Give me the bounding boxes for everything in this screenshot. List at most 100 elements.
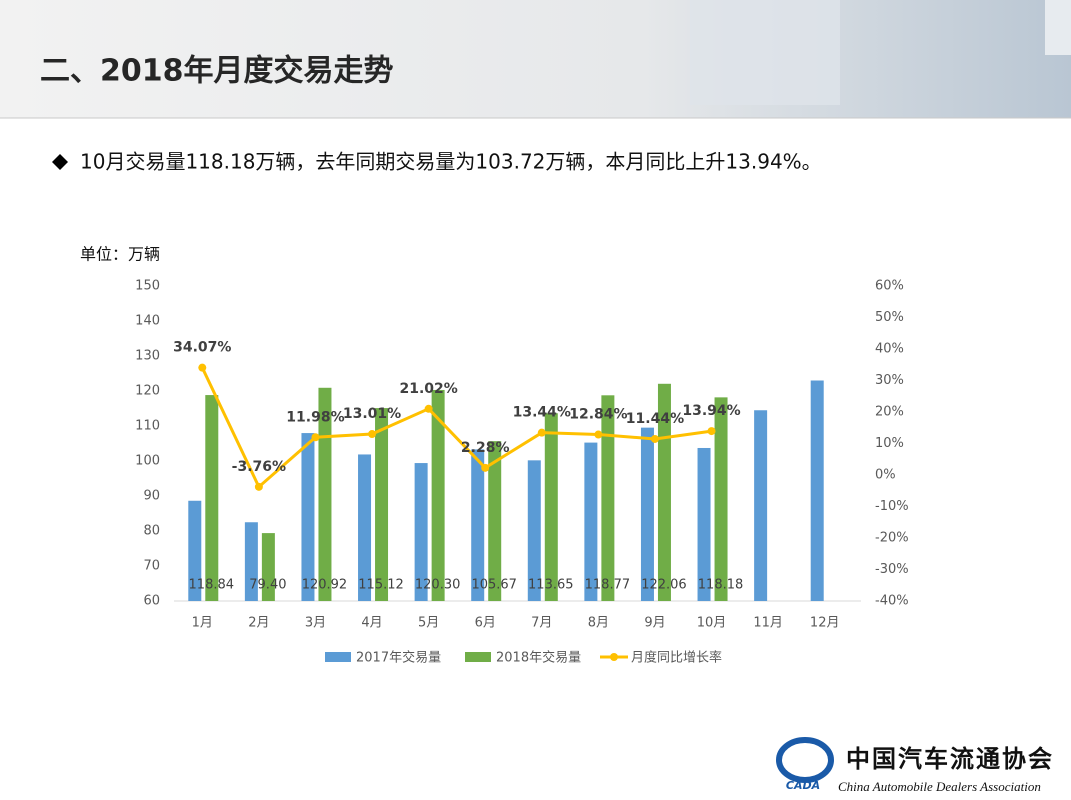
bar-value-label: 79.40 [249,578,286,593]
line-marker [594,430,603,439]
logo-mark: CADA [786,779,820,792]
logo: CADA 中国汽车流通协会 China Automobile Dealers A… [776,737,1054,794]
y-tick-label: 140 [135,314,160,329]
y-tick-label: 80 [143,524,160,539]
bar-value-label: 120.92 [302,578,348,593]
x-tick-label: 1月 [192,616,213,631]
line-marker [707,427,716,436]
y2-tick-label: 50% [875,310,904,325]
x-tick-label: 6月 [475,616,496,631]
line-value-label: 11.98% [286,409,344,425]
y-tick-label: 70 [143,559,160,574]
line-value-label: 12.84% [569,407,627,423]
bar [697,447,711,601]
bar [375,408,389,601]
line-marker [537,428,546,437]
bar [584,442,598,601]
bar-value-label: 115.12 [358,578,404,593]
bar [431,389,445,601]
unit-label: 单位：万辆 [80,245,160,264]
slide-title: 二、2018年月度交易走势 [40,54,394,89]
bar [527,460,541,601]
logo-ring [776,737,834,783]
bar [488,441,502,601]
y2-tick-label: 20% [875,405,904,420]
line-value-label: -3.76% [232,459,286,475]
y-tick-label: 60 [143,594,160,609]
x-tick-label: 3月 [305,616,326,631]
legend-swatch [610,653,618,661]
line-marker [650,434,659,443]
y-tick-label: 150 [135,279,160,294]
y-tick-label: 90 [143,489,160,504]
line-value-label: 2.28% [461,440,510,456]
x-tick-label: 11月 [753,616,783,631]
x-tick-label: 5月 [418,616,439,631]
legend-label: 月度同比增长率 [631,650,722,666]
y-tick-label: 130 [135,349,160,364]
x-tick-label: 7月 [531,616,552,631]
y-tick-label: 120 [135,384,160,399]
bar [261,533,275,601]
header-cube [690,0,840,105]
bar-value-label: 118.18 [698,578,744,593]
line-marker [481,463,490,472]
legend-label: 2018年交易量 [496,650,581,666]
bar [714,397,728,601]
legend-label: 2017年交易量 [356,650,441,666]
bar [601,395,615,601]
x-tick-label: 10月 [697,616,727,631]
y2-tick-label: 0% [875,468,896,483]
bar-value-label: 118.84 [189,578,235,593]
bar [471,449,485,601]
y2-tick-label: 10% [875,436,904,451]
bar [205,395,219,601]
line-value-label: 13.01% [343,406,401,422]
x-tick-label: 8月 [588,616,609,631]
y2-tick-label: 30% [875,373,904,388]
bar [754,410,768,601]
bar [318,387,332,601]
line-marker [311,433,320,442]
logo-english: China Automobile Dealers Association [838,779,1041,794]
line [200,367,712,490]
line-marker [368,430,377,439]
bar [244,522,258,601]
y2-tick-label: 40% [875,342,904,357]
header-cube [1045,0,1071,55]
x-tick-label: 2月 [248,616,269,631]
bar-value-label: 120.30 [415,578,461,593]
line-value-label: 13.94% [682,403,740,419]
y2-tick-label: -30% [875,562,909,577]
line-value-label: 11.44% [626,411,684,427]
bar [301,433,315,601]
line-marker [424,404,433,413]
x-tick-label: 4月 [361,616,382,631]
line-value-label: 13.44% [513,405,571,421]
line-value-label: 34.07% [173,340,231,356]
bullet-icon [52,154,68,170]
line-marker [198,363,207,372]
bar [810,380,824,601]
bar-value-label: 113.65 [528,578,574,593]
y2-tick-label: -40% [875,594,909,609]
line-value-label: 21.02% [399,381,457,397]
bar-value-label: 122.06 [641,578,687,593]
bar [640,427,654,601]
legend-swatch [325,652,351,662]
bar-value-label: 118.77 [585,578,631,593]
y2-tick-label: -20% [875,531,909,546]
y2-tick-label: 60% [875,279,904,294]
bar [544,413,558,601]
bar-value-label: 105.67 [471,578,517,593]
y-tick-label: 100 [135,454,160,469]
logo-name: 中国汽车流通协会 [846,745,1054,773]
bar [188,500,202,601]
header-band [0,0,1071,118]
bar [358,454,372,601]
x-tick-label: 12月 [810,616,840,631]
legend-swatch [465,652,491,662]
y2-tick-label: -10% [875,499,909,514]
